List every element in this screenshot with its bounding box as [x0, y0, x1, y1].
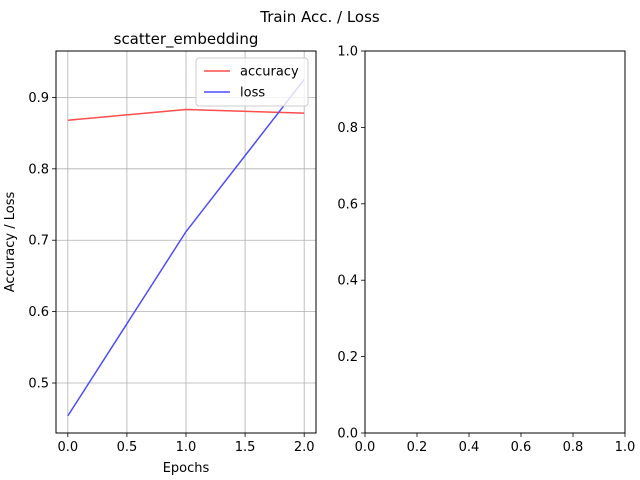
left-subplot: 0.0 0.5 1.0 1.5 2.0 0.5 0.6 0.7 0.8 0.9 scatter_e…: [3, 30, 317, 476]
left-subplot-ticks: 0.0 0.5 1.0 1.5 2.0 0.5 0.6 0.7 0.8 0.9: [28, 91, 314, 455]
right-subplot-ticks: 0.0 0.2 0.4 0.6 0.8 1.0 0.0 0.2 0.4 0.6 0.8 1.0: [337, 45, 635, 456]
legend-label-loss: loss: [240, 86, 265, 101]
right-subplot: 0.0 0.2 0.4 0.6 0.8 1.0 0.0 0.2 0.4 0.6 0.8 1.0: [337, 45, 635, 456]
left-subplot-series-line-loss: [67, 79, 305, 417]
right-subplot-frame: [364, 50, 626, 434]
left-subplot-title: scatter_embedding: [114, 30, 259, 49]
right-subplot-y-tick-label: 0.2: [337, 350, 358, 365]
left-subplot-x-tick-label: 2.0: [294, 440, 315, 455]
left-subplot-y-tick-label: 0.9: [28, 91, 49, 106]
right-subplot-y-tick-label: 0.6: [337, 197, 358, 212]
right-subplot-x-tick-label: 0.8: [563, 440, 584, 455]
left-subplot-legend: accuracy loss: [195, 57, 309, 107]
left-subplot-y-tick-label: 0.5: [28, 377, 49, 392]
left-subplot-y-tick-label: 0.6: [28, 305, 49, 320]
right-subplot-x-tick-label: 0.4: [459, 440, 480, 455]
left-subplot-series: [67, 79, 305, 417]
right-subplot-x-tick-label: 0.0: [355, 440, 376, 455]
figure-suptitle: Train Acc. / Loss: [259, 8, 380, 26]
left-subplot-y-tick-label: 0.7: [28, 234, 49, 249]
right-subplot-x-tick-label: 1.0: [615, 440, 636, 455]
left-subplot-y-tick-label: 0.8: [28, 162, 49, 177]
right-subplot-y-tick-label: 0.0: [337, 427, 358, 442]
left-subplot-x-tick-label: 1.5: [235, 440, 256, 455]
right-subplot-x-tick-label: 0.6: [511, 440, 532, 455]
legend-box: [195, 57, 309, 107]
right-subplot-y-tick-label: 1.0: [337, 45, 358, 60]
right-subplot-x-tick-label: 0.2: [407, 440, 428, 455]
left-subplot-x-tick-label: 0.5: [117, 440, 138, 455]
left-subplot-x-axis-label: Epochs: [163, 461, 210, 476]
left-subplot-x-tick-label: 0.0: [57, 440, 78, 455]
left-subplot-x-tick-label: 1.0: [176, 440, 197, 455]
right-subplot-y-tick-label: 0.4: [337, 274, 358, 289]
right-subplot-y-tick-label: 0.8: [337, 121, 358, 136]
left-subplot-series-line-accuracy: [67, 108, 305, 122]
legend-label-accuracy: accuracy: [240, 65, 299, 80]
left-subplot-y-axis-label: Accuracy / Loss: [3, 192, 18, 293]
